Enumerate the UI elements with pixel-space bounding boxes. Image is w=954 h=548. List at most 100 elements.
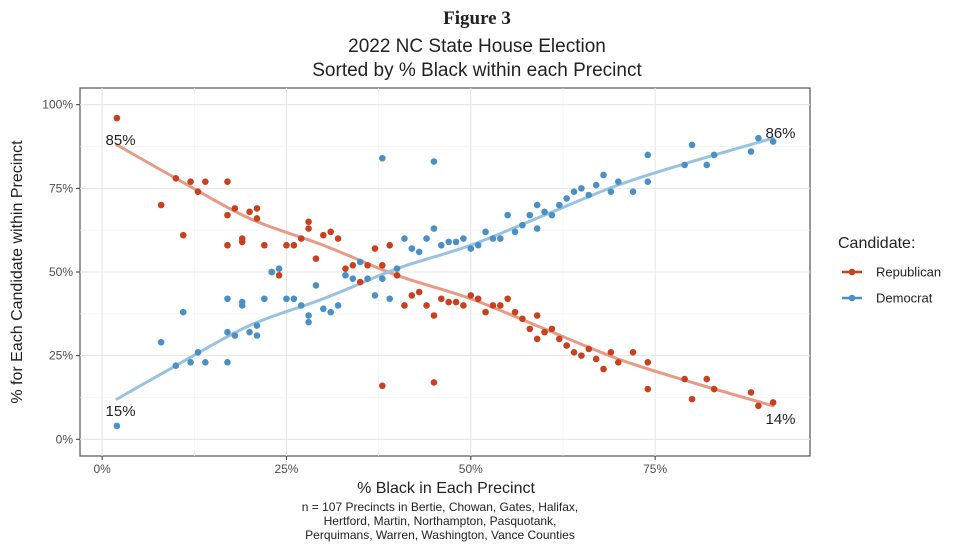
point-democrat [430,225,438,232]
point-democrat [356,258,364,266]
point-democrat [600,171,607,179]
point-democrat [231,332,239,339]
point-democrat [541,208,548,216]
point-democrat [393,265,401,272]
point-democrat [555,201,563,209]
point-democrat [585,191,593,199]
point-republican [172,175,180,182]
legend-label-republican: Republican [876,265,941,280]
point-republican [157,201,165,209]
point-democrat [224,328,231,336]
point-democrat [607,188,615,196]
point-democrat [482,228,489,236]
point-republican [504,295,511,303]
point-democrat [364,275,371,282]
point-democrat [445,238,452,246]
point-democrat [386,295,393,303]
trend-lines [115,136,775,408]
point-republican [614,359,622,366]
point-republican [231,205,239,212]
annotation-label: 15% [106,403,136,420]
point-republican [430,312,438,319]
y-tick-label: 25% [49,349,73,363]
point-republican [305,218,312,226]
point-republican [526,325,534,333]
point-republican [364,262,371,269]
annotation-label: 85% [106,132,136,149]
y-tick-label: 75% [49,181,73,195]
point-republican [401,302,408,309]
point-republican [585,345,593,353]
point-democrat [644,151,652,159]
point-democrat [349,275,357,282]
footnote-line: n = 107 Precincts in Bertie, Chowan, Gat… [301,500,579,514]
point-democrat [474,241,482,249]
point-republican [253,205,261,212]
point-republican [681,375,688,383]
point-republican [408,292,416,299]
point-democrat [179,308,187,316]
point-republican [511,308,519,316]
y-tick-label: 100% [42,98,73,112]
point-republican [548,325,556,333]
point-republican [202,178,209,185]
point-republican [238,238,246,246]
point-republican [555,335,563,343]
point-republican [386,241,393,249]
point-republican [489,302,497,309]
point-republican [600,365,607,373]
point-democrat [283,295,290,303]
point-republican [179,231,187,239]
point-republican [452,298,460,306]
point-republican [497,302,504,309]
point-republican [467,292,475,299]
point-republican [320,231,327,239]
point-democrat [415,248,423,256]
point-republican [644,385,652,393]
point-democrat [423,235,430,242]
point-democrat [172,362,180,369]
point-republican [327,228,335,236]
point-democrat [533,225,541,232]
point-republican [578,352,585,359]
point-democrat [533,201,541,209]
point-democrat [342,272,349,279]
legend-items: Republican Democrat [842,265,941,306]
y-axis-label: % for Each Candidate within Precinct [9,140,26,404]
point-democrat [504,211,511,219]
chart-title: 2022 NC State House Election [348,36,606,57]
point-republican [356,278,364,286]
point-republican [349,262,357,269]
point-democrat [312,282,320,289]
point-democrat [710,151,718,159]
point-republican [187,178,194,185]
point-republican [541,328,548,336]
point-republican [423,302,430,309]
point-republican [747,389,755,396]
annotations: 85% 86% 15% 14% [106,125,796,428]
point-republican [379,262,386,269]
point-republican [474,295,482,303]
point-republican [379,382,386,390]
point-republican [224,211,231,219]
point-republican [334,235,342,242]
point-republican [755,402,762,410]
point-republican [224,178,231,185]
trend-line-democrat [115,136,775,401]
point-republican [275,272,283,279]
point-republican [290,241,298,249]
point-democrat [290,295,298,303]
point-republican [688,395,696,403]
point-democrat [238,298,246,306]
point-democrat [548,211,556,219]
point-democrat [401,235,408,242]
point-republican [533,335,541,343]
point-democrat [570,188,578,196]
point-democrat [187,359,194,366]
point-democrat [703,161,711,169]
footnote-line: Hertford, Martin, Northampton, Pasquotan… [323,514,557,528]
footnote-line: Perquimans, Warren, Washington, Vance Co… [305,528,575,542]
point-republican [371,245,379,252]
legend-swatch-point [848,294,856,302]
annotation-label: 14% [765,411,795,428]
